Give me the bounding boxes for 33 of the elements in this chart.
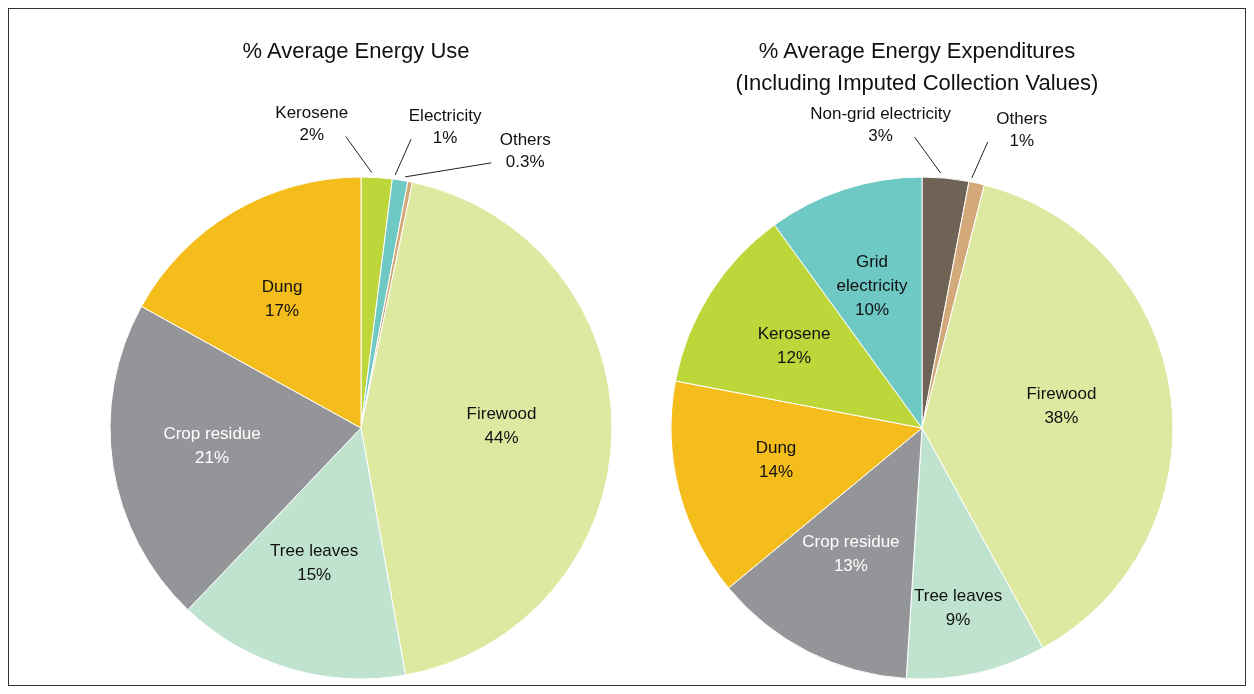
slice-label: Kerosene [757, 323, 831, 343]
data-label: 17% [265, 300, 300, 320]
slice-label: Crop residue [802, 531, 900, 551]
data-label: 44% [484, 428, 519, 448]
chart-title: % Average Energy Use [241, 37, 471, 65]
data-label: 21% [195, 448, 230, 468]
slice-label: Tree leaves [913, 585, 1003, 605]
data-label: 12% [777, 347, 812, 367]
data-label: 1% [1009, 131, 1035, 151]
slice-label: Dung [261, 276, 303, 296]
slice-label: Electricity [408, 106, 483, 126]
data-label: 0.3% [505, 151, 545, 171]
data-label: 2% [299, 125, 324, 145]
data-label: 3% [868, 126, 893, 146]
data-label: 15% [297, 565, 332, 585]
data-label: 13% [833, 555, 868, 575]
slice-label: Tree leaves [270, 541, 359, 561]
data-label: 14% [758, 462, 794, 482]
slice-label: Firewood [466, 404, 537, 424]
data-label: 9% [945, 609, 971, 629]
slice-label: Non-grid electricity [810, 104, 952, 124]
slice-label: Crop residue [163, 424, 261, 444]
chart-title: % Average Energy Expenditures [757, 37, 1077, 65]
data-label: 1% [432, 128, 458, 148]
data-label: 38% [1044, 407, 1079, 427]
data-label: 10% [855, 299, 890, 319]
slice-label: Others [996, 109, 1048, 129]
slice-label: Grid electricity [836, 251, 908, 295]
slice-label: Kerosene [275, 103, 349, 123]
slice-label: Firewood [1026, 383, 1097, 403]
chart-subtitle: (Including Imputed Collection Values) [734, 69, 1100, 97]
slice-label: Others [499, 129, 551, 149]
slice-label: Dung [755, 438, 797, 458]
